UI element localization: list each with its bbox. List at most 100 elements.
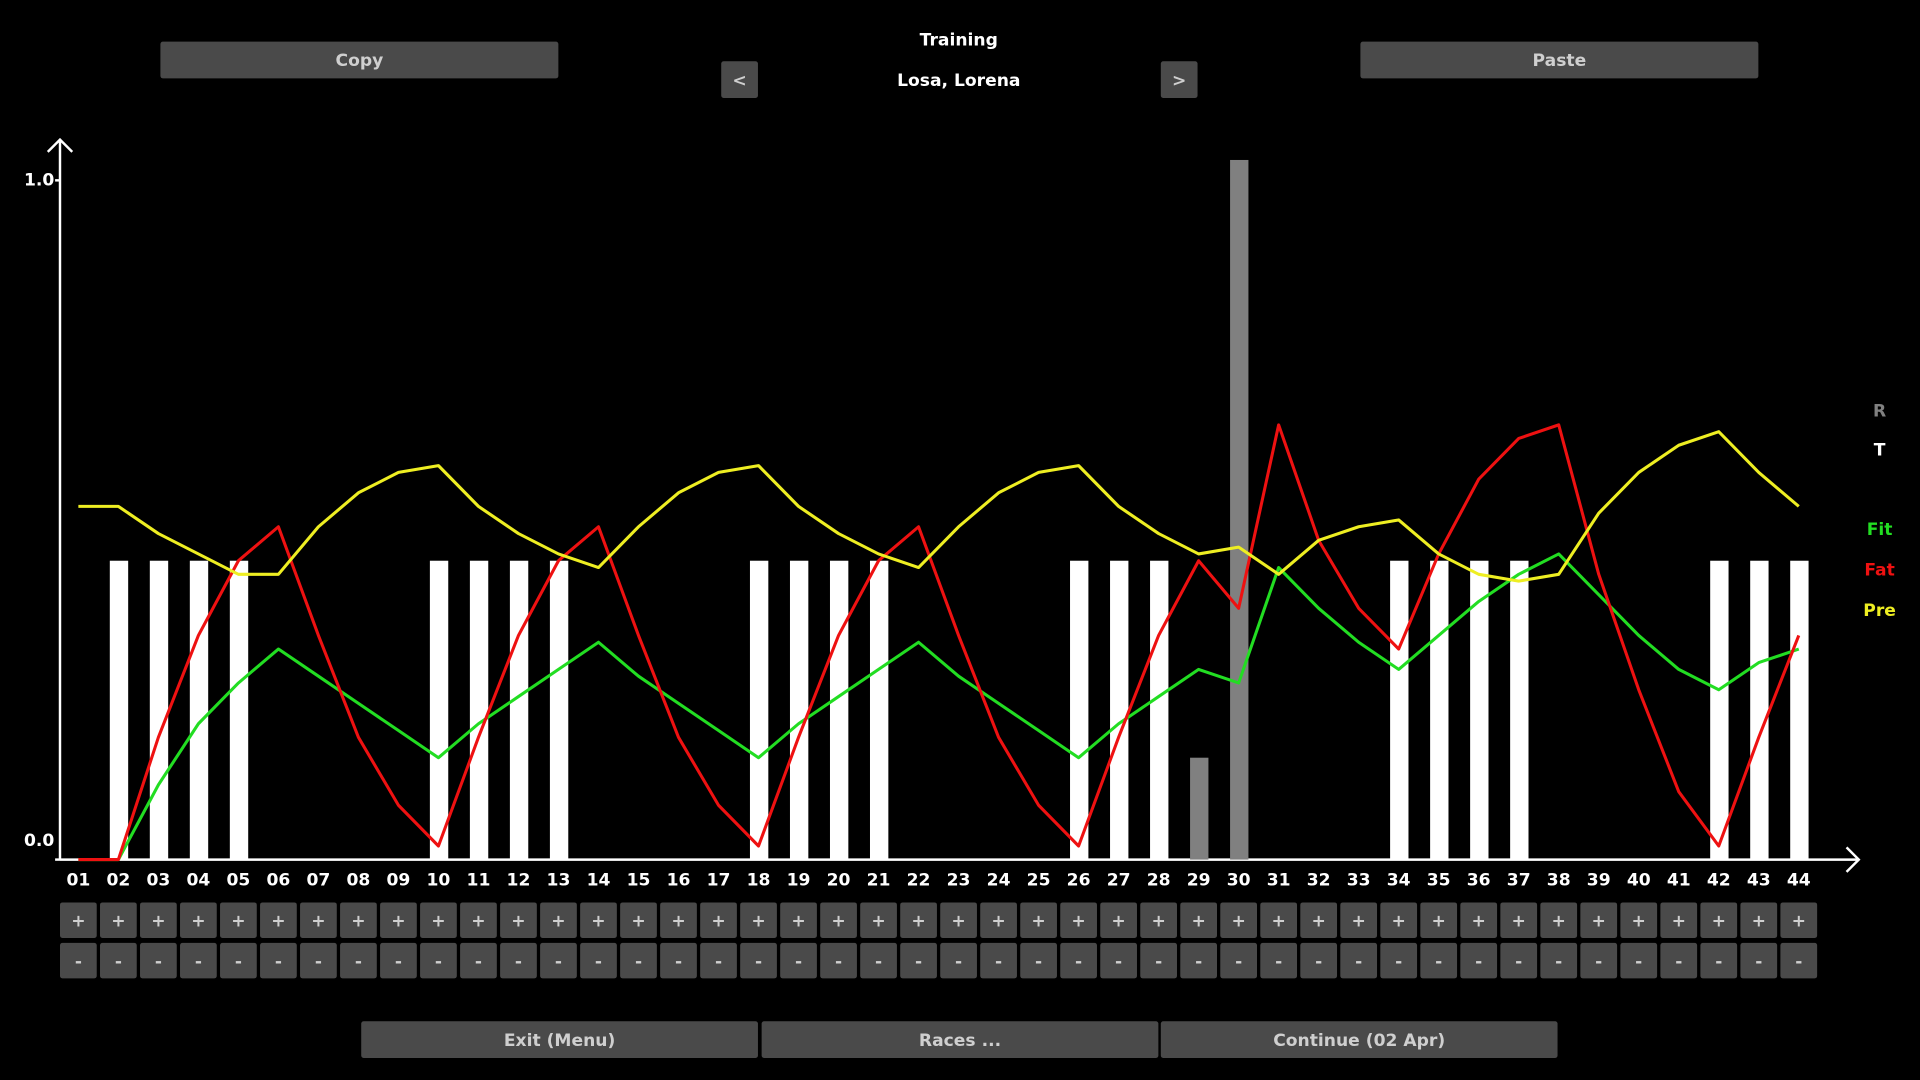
- plus-button[interactable]: +: [1500, 902, 1538, 938]
- minus-button[interactable]: -: [1060, 942, 1097, 979]
- plus-button[interactable]: +: [540, 902, 577, 938]
- plus-button[interactable]: +: [1100, 902, 1137, 938]
- minus-button[interactable]: -: [1260, 942, 1298, 979]
- plus-button[interactable]: +: [340, 902, 377, 938]
- minus-button[interactable]: -: [100, 942, 137, 979]
- plus-button[interactable]: +: [1380, 902, 1418, 938]
- minus-button[interactable]: -: [500, 942, 537, 979]
- minus-button[interactable]: -: [1380, 942, 1418, 979]
- bar: [1710, 560, 1729, 860]
- minus-button[interactable]: -: [1100, 942, 1137, 979]
- plus-button[interactable]: +: [1660, 902, 1698, 938]
- plus-button[interactable]: +: [140, 902, 177, 938]
- minus-button[interactable]: -: [1540, 942, 1578, 979]
- plus-button[interactable]: +: [100, 902, 137, 938]
- plus-button[interactable]: +: [940, 902, 977, 938]
- minus-button[interactable]: -: [1580, 942, 1618, 979]
- exit-button[interactable]: Exit (Menu): [361, 1021, 758, 1058]
- plus-button[interactable]: +: [820, 902, 857, 938]
- minus-button[interactable]: -: [700, 942, 737, 979]
- minus-button[interactable]: -: [1620, 942, 1658, 979]
- plus-button[interactable]: +: [620, 902, 657, 938]
- plus-button[interactable]: +: [1420, 902, 1458, 938]
- minus-button[interactable]: -: [1500, 942, 1538, 979]
- minus-button[interactable]: -: [300, 942, 337, 979]
- minus-button[interactable]: -: [180, 942, 217, 979]
- races-button[interactable]: Races ...: [761, 1021, 1159, 1058]
- minus-button[interactable]: -: [1180, 942, 1218, 979]
- minus-button-label: -: [1635, 952, 1642, 972]
- plus-button[interactable]: +: [1540, 902, 1578, 938]
- plus-button[interactable]: +: [1740, 902, 1778, 938]
- minus-button[interactable]: -: [60, 942, 97, 979]
- plus-button[interactable]: +: [900, 902, 937, 938]
- minus-button[interactable]: -: [1780, 942, 1818, 979]
- plus-button[interactable]: +: [1180, 902, 1218, 938]
- minus-button[interactable]: -: [900, 942, 937, 979]
- minus-button[interactable]: -: [1740, 942, 1778, 979]
- minus-button[interactable]: -: [620, 942, 657, 979]
- plus-button[interactable]: +: [1140, 902, 1177, 938]
- minus-button[interactable]: -: [540, 942, 577, 979]
- next-button[interactable]: >: [1160, 61, 1198, 98]
- minus-button[interactable]: -: [1340, 942, 1378, 979]
- minus-button[interactable]: -: [1220, 942, 1258, 979]
- minus-button-label: -: [195, 952, 202, 972]
- minus-button[interactable]: -: [1660, 942, 1698, 979]
- minus-button[interactable]: -: [340, 942, 377, 979]
- minus-button[interactable]: -: [1420, 942, 1458, 979]
- minus-button[interactable]: -: [140, 942, 177, 979]
- plus-button[interactable]: +: [1220, 902, 1258, 938]
- plus-button[interactable]: +: [260, 902, 297, 938]
- minus-button[interactable]: -: [980, 942, 1017, 979]
- minus-button[interactable]: -: [1300, 942, 1338, 979]
- x-tick-label: 33: [1347, 870, 1371, 890]
- minus-button[interactable]: -: [860, 942, 897, 979]
- plus-button[interactable]: +: [180, 902, 217, 938]
- plus-button[interactable]: +: [1580, 902, 1618, 938]
- plus-button[interactable]: +: [220, 902, 257, 938]
- minus-button[interactable]: -: [420, 942, 457, 979]
- minus-button[interactable]: -: [820, 942, 857, 979]
- plus-button[interactable]: +: [1260, 902, 1298, 938]
- minus-button[interactable]: -: [1700, 942, 1738, 979]
- plus-button[interactable]: +: [500, 902, 537, 938]
- plus-button[interactable]: +: [420, 902, 457, 938]
- plus-button[interactable]: +: [1620, 902, 1658, 938]
- plus-button[interactable]: +: [1780, 902, 1818, 938]
- plus-button[interactable]: +: [1460, 902, 1498, 938]
- plus-button[interactable]: +: [380, 902, 417, 938]
- minus-button[interactable]: -: [260, 942, 297, 979]
- plus-button[interactable]: +: [1020, 902, 1057, 938]
- prev-button[interactable]: <: [721, 61, 758, 98]
- minus-button[interactable]: -: [940, 942, 977, 979]
- minus-button[interactable]: -: [580, 942, 617, 979]
- plus-button[interactable]: +: [980, 902, 1017, 938]
- paste-button[interactable]: Paste: [1360, 41, 1759, 79]
- minus-button[interactable]: -: [220, 942, 257, 979]
- plus-button[interactable]: +: [700, 902, 737, 938]
- plus-button[interactable]: +: [460, 902, 497, 938]
- plus-button[interactable]: +: [740, 902, 777, 938]
- continue-button[interactable]: Continue (02 Apr): [1160, 1021, 1558, 1058]
- minus-button[interactable]: -: [660, 942, 697, 979]
- plus-button[interactable]: +: [1300, 902, 1338, 938]
- plus-button[interactable]: +: [1060, 902, 1097, 938]
- plus-button[interactable]: +: [1340, 902, 1378, 938]
- minus-button[interactable]: -: [1460, 942, 1498, 979]
- x-tick-label: 04: [186, 870, 210, 890]
- plus-button[interactable]: +: [660, 902, 697, 938]
- plus-button[interactable]: +: [1700, 902, 1738, 938]
- plus-button[interactable]: +: [860, 902, 897, 938]
- plus-button[interactable]: +: [60, 902, 97, 938]
- plus-button[interactable]: +: [780, 902, 817, 938]
- minus-button[interactable]: -: [780, 942, 817, 979]
- minus-button[interactable]: -: [1140, 942, 1177, 979]
- minus-button[interactable]: -: [460, 942, 497, 979]
- minus-button[interactable]: -: [380, 942, 417, 979]
- plus-button[interactable]: +: [300, 902, 337, 938]
- copy-button[interactable]: Copy: [160, 41, 559, 79]
- plus-button[interactable]: +: [580, 902, 617, 938]
- minus-button[interactable]: -: [1020, 942, 1057, 979]
- minus-button[interactable]: -: [740, 942, 777, 979]
